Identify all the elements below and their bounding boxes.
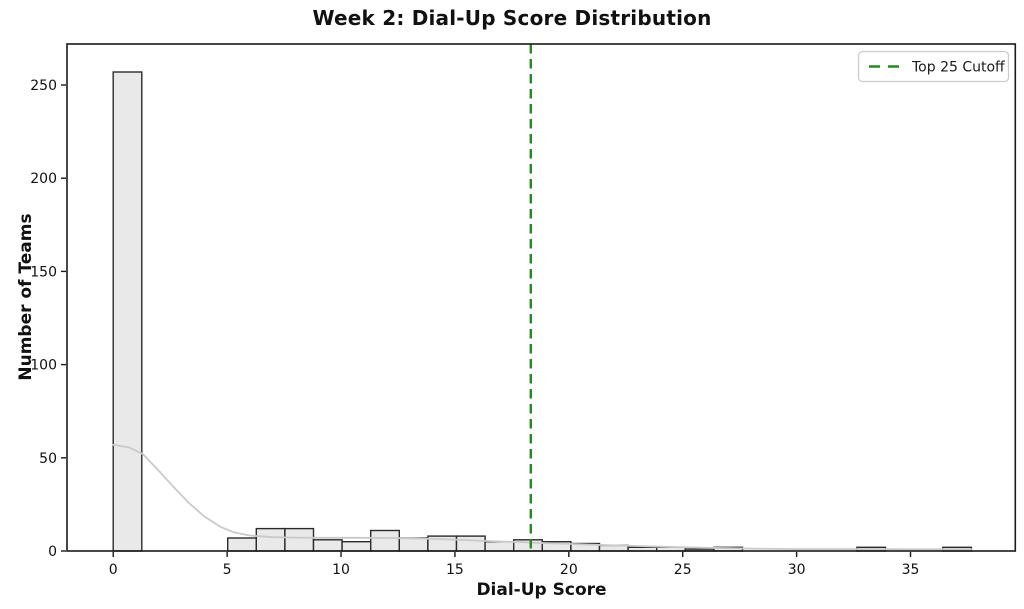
histogram-bar — [455, 535, 486, 552]
legend-box — [857, 50, 1010, 83]
y-tick-label: 0 — [48, 544, 57, 560]
y-tick-label: 100 — [30, 358, 57, 374]
legend-label: Top 25 Cutoff — [911, 60, 1005, 76]
x-tick-label: 0 — [109, 562, 118, 578]
y-tick-label: 250 — [30, 78, 57, 94]
x-tick-label: 10 — [332, 562, 350, 578]
histogram-bar — [370, 529, 401, 552]
kde-curve — [112, 443, 973, 551]
chart-title: Week 2: Dial-Up Score Distribution — [312, 6, 712, 30]
x-tick-label: 20 — [560, 562, 578, 578]
x-tick-label: 15 — [446, 562, 464, 578]
y-tick-label: 150 — [30, 264, 57, 280]
histogram-bar — [112, 71, 143, 552]
x-tick-label: 30 — [788, 562, 806, 578]
plot-border — [66, 43, 1017, 552]
histogram-bar — [312, 539, 343, 552]
x-tick-label: 35 — [902, 562, 920, 578]
histogram-bar — [341, 541, 372, 552]
x-axis-label: Dial-Up Score — [476, 580, 607, 600]
y-tick-label: 50 — [39, 451, 57, 467]
y-tick-label: 200 — [30, 171, 57, 187]
x-tick-label: 5 — [223, 562, 232, 578]
x-tick-label: 25 — [674, 562, 692, 578]
histogram-bar — [284, 527, 315, 552]
histogram-bar — [484, 541, 515, 552]
histogram-bar — [255, 527, 286, 552]
histogram-bar — [398, 537, 429, 552]
histogram-bar — [226, 537, 257, 552]
